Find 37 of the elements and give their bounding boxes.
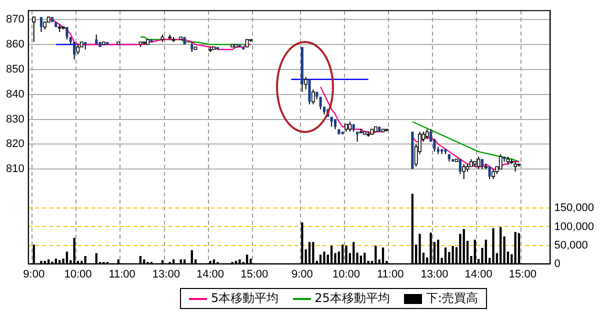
y-tick-label: 820 [6,138,24,150]
x-tick-label: 15:00 [240,268,268,280]
candlestick [488,166,491,180]
candlestick [356,131,359,142]
candlestick [190,42,194,52]
x-tick-label: 14:00 [196,268,224,280]
y2-tick-label: 50,000 [554,239,588,252]
x-tick-label: 11:00 [377,268,404,280]
y-tick-label: 860 [6,38,24,51]
y2-tick-label: 100,000 [554,220,594,233]
legend-label: 25本移動平均 [314,290,390,307]
y2-tick-label: 150,000 [554,202,594,214]
y-tick-label: 810 [6,163,24,176]
y-tick-label: 870 [6,14,24,26]
y-tick-label: 840 [6,88,24,100]
y2-tick-label: 0 [554,258,560,270]
y-tick-label: 830 [6,113,24,126]
candlestick [66,26,68,40]
x-tick-label: 15:00 [508,268,536,280]
legend-label: 5本移動平均 [211,290,279,307]
y-tick-label: 850 [6,63,24,76]
x-tick-label: 9:00 [23,268,45,280]
x-tick-label: 10:00 [64,268,92,280]
x-tick-label: 13:00 [152,268,180,280]
candlestick [458,158,462,175]
x-tick-label: 14:00 [464,268,492,280]
x-tick-label: 10:00 [332,268,360,280]
candlestick [95,34,98,45]
candlestick [480,158,484,170]
candlestick [40,16,43,33]
x-tick-label: 9:00 [291,268,313,280]
candlestick [308,78,311,105]
legend-label: 下:売買高 [426,290,478,307]
x-tick-label: 11:00 [108,268,136,280]
x-tick-label: 13:00 [420,268,448,280]
candlestick [319,96,322,110]
candlestick [73,42,76,60]
